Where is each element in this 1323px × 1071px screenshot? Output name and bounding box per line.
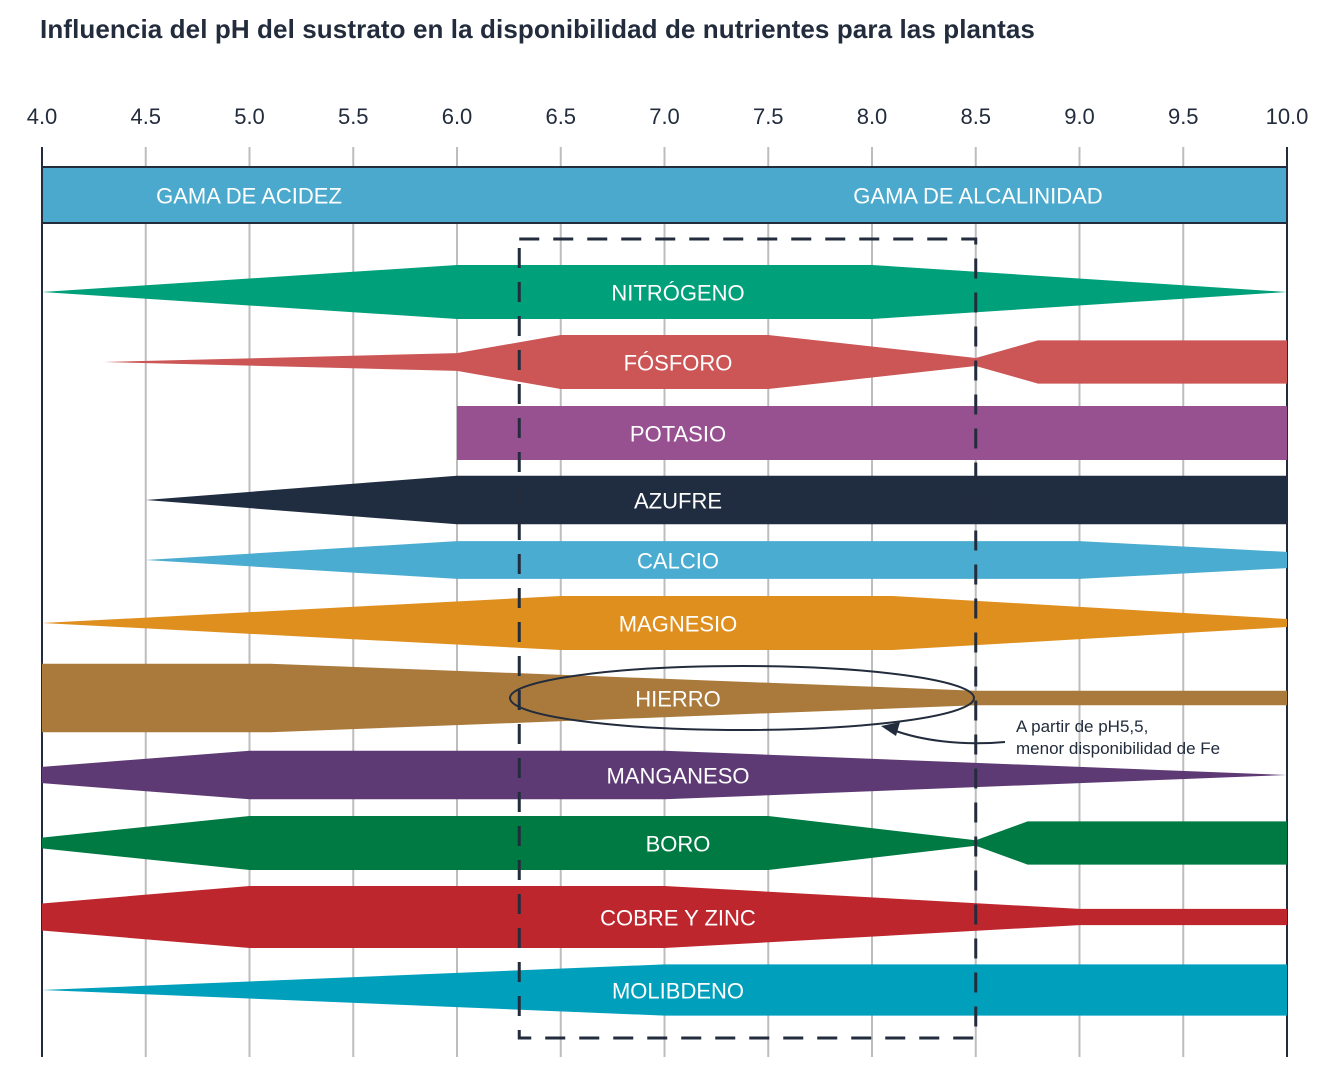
nutrient-bands: NITRÓGENO FÓSFORO POTASIO AZUFRE CALCIO MAGNE… xyxy=(42,265,1287,1016)
band-label: AZUFRE xyxy=(634,489,722,514)
alkalinity-range-label: GAMA DE ALCALINIDAD xyxy=(853,184,1102,209)
band-label: MAGNESIO xyxy=(619,612,738,637)
nutrient-band-nitrógeno: NITRÓGENO xyxy=(42,265,1287,319)
nutrient-band-hierro: HIERRO xyxy=(42,663,1287,733)
band-label: NITRÓGENO xyxy=(611,281,744,306)
nutrient-band-magnesio: MAGNESIO xyxy=(42,596,1287,650)
band-label: MANGANESO xyxy=(606,764,749,789)
acidity-range-label: GAMA DE ACIDEZ xyxy=(156,184,342,209)
band-label: CALCIO xyxy=(637,549,719,574)
band-label: MOLIBDENO xyxy=(612,979,744,1004)
x-tick-label: 10.0 xyxy=(1266,104,1309,129)
range-header-rect xyxy=(41,166,1288,224)
x-tick-label: 8.0 xyxy=(857,104,888,129)
x-tick-label: 8.5 xyxy=(960,104,991,129)
x-tick-label: 5.5 xyxy=(338,104,369,129)
band-shape xyxy=(145,541,1287,579)
annotation-line-2: menor disponibilidad de Fe xyxy=(1016,739,1220,758)
nutrient-band-azufre: AZUFRE xyxy=(145,475,1287,525)
nutrient-band-fósforo: FÓSFORO xyxy=(104,335,1287,389)
x-tick-label: 5.0 xyxy=(234,104,265,129)
nutrient-band-boro: BORO xyxy=(42,816,1287,870)
nutrient-band-cobre-y-zinc: COBRE Y ZINC xyxy=(42,885,1287,949)
nutrient-band-manganeso: MANGANESO xyxy=(42,750,1287,800)
band-shape xyxy=(42,885,1287,949)
band-label: FÓSFORO xyxy=(624,351,733,376)
band-label: BORO xyxy=(646,832,711,857)
x-tick-label: 7.0 xyxy=(649,104,680,129)
optimal-range-box xyxy=(517,237,978,1040)
band-label: COBRE Y ZINC xyxy=(600,906,756,931)
nutrient-band-potasio: POTASIO xyxy=(457,406,1287,460)
range-header-bar: GAMA DE ACIDEZ GAMA DE ALCALINIDAD xyxy=(41,166,1288,224)
annotation-line-1: A partir de pH5,5, xyxy=(1016,717,1148,736)
band-shape xyxy=(42,750,1287,800)
band-shape xyxy=(104,335,1287,389)
x-tick-label: 4.0 xyxy=(27,104,58,129)
iron-highlight-ellipse xyxy=(509,665,975,731)
band-shape xyxy=(42,816,1287,870)
band-label: HIERRO xyxy=(635,687,721,712)
x-tick-label: 4.5 xyxy=(130,104,161,129)
x-tick-label: 6.5 xyxy=(545,104,576,129)
band-shape xyxy=(145,475,1287,525)
x-tick-labels: 4.0 4.5 5.0 5.5 6.0 6.5 7.0 7.5 8.0 8.5 9.0 9.5 10.0 xyxy=(27,104,1309,129)
band-label: POTASIO xyxy=(630,422,726,447)
x-tick-label: 7.5 xyxy=(753,104,784,129)
nutrient-band-calcio: CALCIO xyxy=(145,541,1287,579)
page-title: Influencia del pH del sustrato en la dis… xyxy=(40,14,1035,44)
x-tick-label: 9.5 xyxy=(1168,104,1199,129)
arrow-head-icon xyxy=(881,722,900,736)
band-shape xyxy=(457,406,1287,460)
x-tick-label: 6.0 xyxy=(442,104,473,129)
nutrient-band-molibdeno: MOLIBDENO xyxy=(42,964,1287,1016)
x-tick-label: 9.0 xyxy=(1064,104,1095,129)
annotation-arrow xyxy=(892,729,1006,745)
band-shape xyxy=(42,663,1287,733)
